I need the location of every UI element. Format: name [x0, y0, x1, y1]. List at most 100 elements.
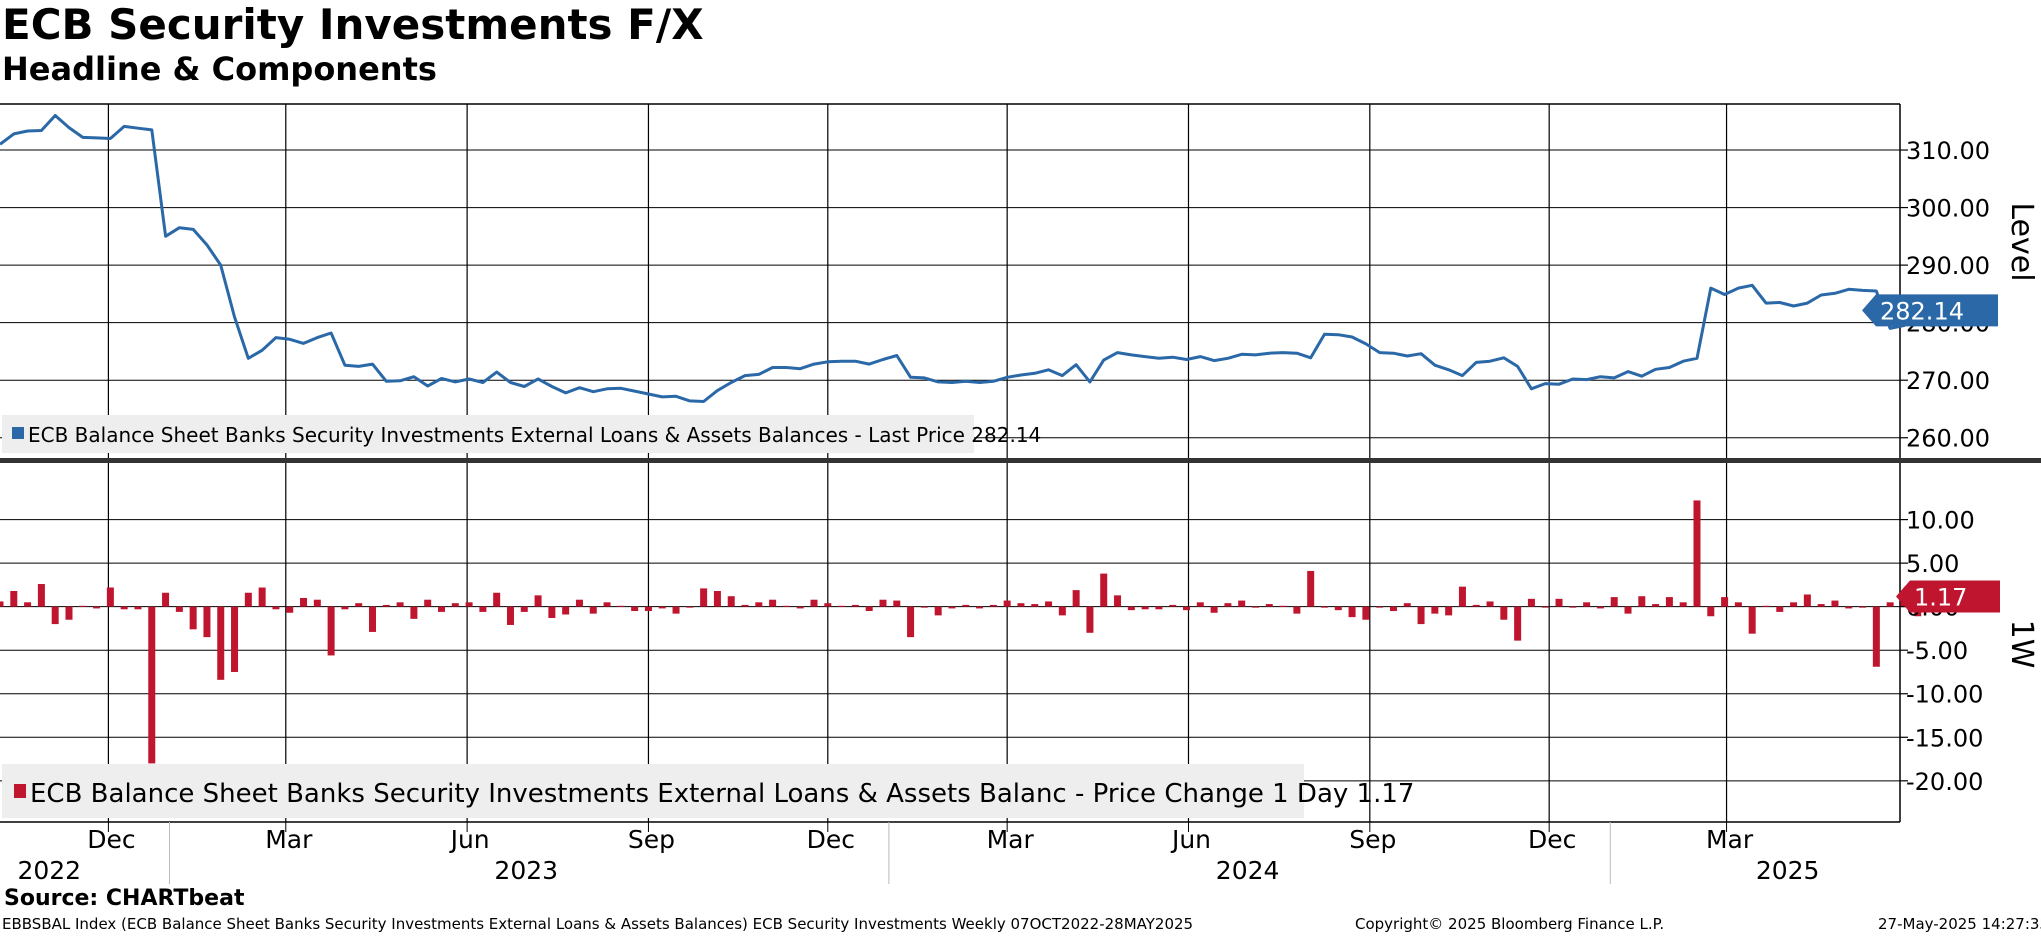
level-last-value-tag — [1862, 294, 1998, 327]
change-bar — [1776, 606, 1784, 612]
change-bar — [713, 590, 721, 607]
year-label: 2022 — [17, 856, 81, 885]
change-bar — [796, 606, 804, 609]
level-series-line — [0, 114, 1988, 403]
change-bar — [51, 606, 59, 625]
change-bar — [1127, 606, 1135, 611]
change-bar — [0, 601, 4, 607]
change-bar — [1017, 603, 1025, 607]
ticker-info: EBBSBAL Index (ECB Balance Sheet Banks S… — [2, 915, 1194, 933]
change-bar — [437, 606, 445, 612]
change-bar — [1569, 606, 1577, 608]
change-bar — [1845, 606, 1853, 609]
change-bar — [1472, 604, 1480, 607]
change-bar — [1665, 597, 1673, 607]
change-bar — [1831, 600, 1839, 607]
change-bar — [10, 590, 18, 607]
copyright: Copyright© 2025 Bloomberg Finance L.P. — [1355, 915, 1665, 933]
change-bar — [1458, 586, 1466, 607]
change-bar — [686, 606, 694, 608]
change-bar — [1348, 606, 1356, 618]
change-bar — [1210, 606, 1218, 613]
change-bar — [1045, 601, 1053, 607]
change-bar — [658, 606, 666, 609]
change-bar — [1886, 602, 1894, 607]
change-bar — [1334, 606, 1342, 611]
change-bar — [217, 606, 225, 680]
change-bar — [1169, 604, 1177, 607]
change-bar — [506, 606, 514, 625]
month-label: Mar — [1706, 825, 1754, 854]
change-bar — [272, 606, 280, 610]
change-bar — [644, 606, 652, 612]
change-bar — [1086, 606, 1094, 633]
change-tick-label: -10.00 — [1906, 681, 1983, 709]
grid-layer — [0, 103, 2041, 823]
change-bar — [1238, 600, 1246, 607]
change-tick-label: -15.00 — [1906, 724, 1983, 752]
change-bar — [1072, 590, 1080, 607]
change-last-value-label: 1.17 — [1914, 583, 1967, 611]
change-bar — [244, 592, 252, 607]
change-bar — [1196, 602, 1204, 607]
change-bar — [810, 599, 818, 607]
source-note: Source: CHARTbeat — [4, 886, 245, 911]
change-bar — [755, 602, 763, 607]
change-bar — [1320, 606, 1328, 608]
panel-separator — [0, 458, 2041, 463]
level-last-value-label: 282.14 — [1880, 297, 1964, 325]
chart-title: ECB Security Investments F/X — [2, 0, 704, 49]
change-bar — [1817, 604, 1825, 607]
change-bar — [1721, 597, 1729, 607]
change-bar — [1100, 573, 1108, 607]
change-bar — [1058, 606, 1066, 616]
change-bar — [24, 602, 32, 607]
year-label: 2025 — [1756, 856, 1820, 885]
change-bar — [65, 606, 73, 620]
change-bar — [741, 604, 749, 607]
change-bar — [1748, 606, 1756, 634]
change-bar — [258, 587, 266, 607]
month-label: Mar — [987, 825, 1035, 854]
change-bar — [1031, 604, 1039, 607]
change-bar — [603, 602, 611, 607]
change-bar — [1803, 594, 1811, 607]
change-bar — [479, 606, 487, 612]
change-bar — [327, 606, 335, 656]
change-bar — [879, 599, 887, 607]
year-label: 2023 — [494, 856, 558, 885]
change-bar — [231, 606, 239, 672]
level-legend-swatch — [12, 427, 24, 439]
change-panel — [0, 500, 1977, 764]
change-bar — [1583, 602, 1591, 607]
change-bar — [134, 606, 142, 610]
level-tick-label: 310.00 — [1906, 137, 1990, 165]
change-bar — [1279, 605, 1287, 607]
change-bar — [934, 606, 942, 616]
change-bar — [1762, 605, 1770, 607]
change-bar — [548, 606, 556, 618]
change-bar — [851, 604, 859, 607]
change-bar — [189, 606, 197, 630]
change-bar — [1293, 606, 1301, 614]
change-bar — [920, 606, 928, 608]
change-bar — [1155, 606, 1163, 610]
change-bar — [451, 603, 459, 607]
change-bar — [1003, 600, 1011, 607]
change-bar — [465, 602, 473, 607]
change-bar — [1541, 606, 1549, 608]
change-bar — [727, 596, 735, 607]
change-bar — [1679, 602, 1687, 607]
change-bar — [1872, 606, 1880, 667]
change-bar — [1514, 606, 1522, 641]
change-bar — [286, 606, 294, 613]
change-bar — [1403, 603, 1411, 607]
change-bar — [617, 605, 625, 607]
change-bar — [1527, 598, 1535, 607]
change-bar — [1445, 606, 1453, 616]
change-bar — [106, 587, 114, 607]
change-bar — [93, 606, 101, 609]
change-legend-box — [2, 764, 1304, 818]
change-tick-label: -5.00 — [1906, 637, 1968, 665]
change-bar — [313, 599, 321, 607]
